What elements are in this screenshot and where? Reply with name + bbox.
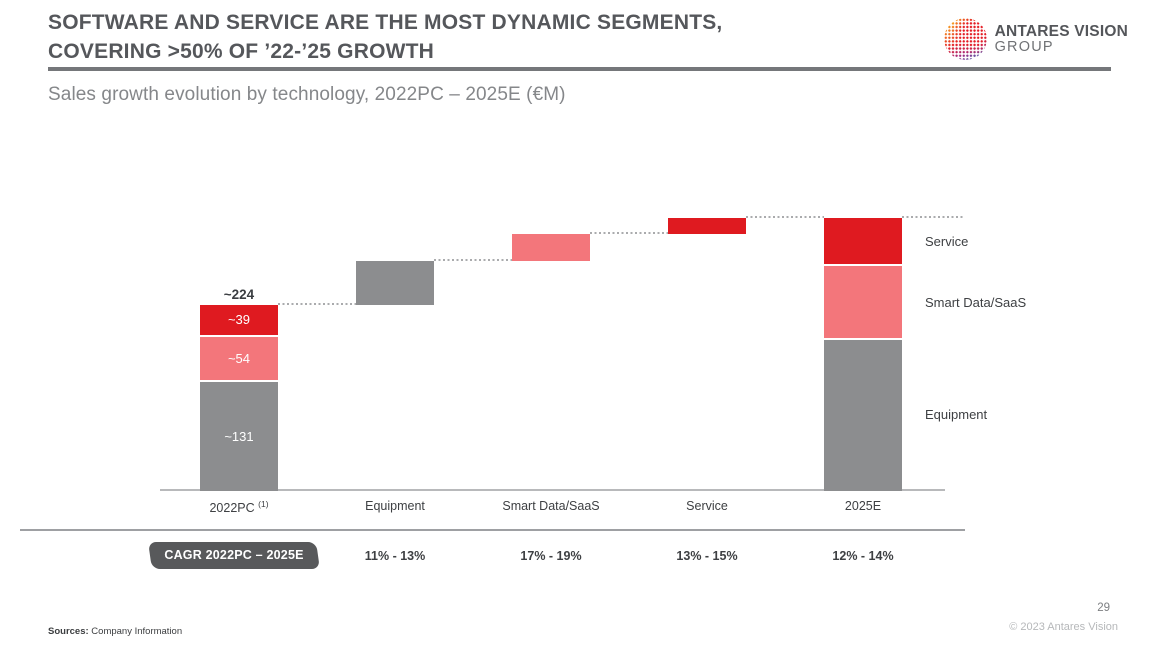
sources-value: Company Information	[88, 626, 183, 637]
cagr-value-equipment: 11% - 13%	[364, 549, 426, 563]
slide-title: SOFTWARE AND SERVICE ARE THE MOST DYNAMI…	[48, 8, 908, 66]
title-underline	[48, 67, 1111, 71]
logo-globe-icon	[943, 18, 987, 60]
bar-2022pc-segment-equipment: ~131	[200, 382, 278, 491]
x-label-service: Service	[686, 499, 728, 513]
footnote-marker: (1)	[258, 499, 269, 509]
connector-line	[278, 303, 356, 306]
bar-segment-value-label: ~54	[227, 350, 251, 366]
chart-subtitle: Sales growth evolution by technology, 20…	[48, 84, 566, 105]
bar-2022pc-segment-service: ~39	[200, 305, 278, 338]
logo-text: ANTARES VISION GROUP	[994, 22, 1128, 55]
connector-line	[434, 259, 512, 262]
cagr-value-service: 13% - 15%	[676, 549, 738, 563]
cagr-value-2025e: 12% - 14%	[832, 549, 894, 563]
bar-2025e-segment-equipment	[824, 339, 902, 491]
connector-line	[746, 215, 824, 218]
bar-delta-service	[668, 217, 746, 234]
bar-total-label: ~224	[223, 287, 255, 303]
bar-2025e-segment-service	[824, 217, 902, 267]
logo-brand-name: ANTARES VISION	[994, 22, 1128, 40]
x-label-equipment: Equipment	[365, 499, 425, 513]
x-label-2025e: 2025E	[844, 499, 882, 513]
sources-note: Sources: Company Information	[48, 626, 182, 637]
legend-label-equipment: Equipment	[925, 407, 988, 423]
x-axis-line	[160, 489, 945, 491]
cagr-value-smart-data-saas: 17% - 19%	[520, 549, 582, 563]
page-number: 29	[1097, 602, 1110, 614]
cagr-separator-line	[20, 529, 965, 531]
bar-2022pc-segment-smart-data-saas: ~54	[200, 337, 278, 383]
bar-delta-equipment	[356, 261, 434, 306]
bar-2025e-segment-smart-data-saas	[824, 266, 902, 340]
connector-line	[590, 231, 668, 234]
title-line-1: SOFTWARE AND SERVICE ARE THE MOST DYNAMI…	[48, 11, 723, 34]
copyright-note: © 2023 Antares Vision	[1009, 621, 1118, 633]
bar-segment-value-label: ~131	[224, 428, 254, 444]
logo-brand-suffix: GROUP	[994, 38, 1054, 55]
legend-label-service: Service	[925, 234, 969, 249]
cagr-badge-label: CAGR 2022PC – 2025E	[164, 548, 304, 562]
x-label-2022pc: 2022PC (1)	[209, 499, 269, 516]
bar-segment-value-label: ~39	[227, 312, 251, 328]
antares-vision-logo: ANTARES VISION GROUP	[943, 18, 1128, 60]
title-line-2: COVERING >50% OF ’22-’25 GROWTH	[48, 40, 435, 63]
connector-line	[902, 215, 963, 218]
cagr-badge: CAGR 2022PC – 2025E	[148, 542, 320, 569]
x-label-smart-data-saas: Smart Data/SaaS	[502, 499, 600, 513]
legend-label-smart-data-saas: Smart Data/SaaS	[925, 295, 1027, 310]
sources-label: Sources:	[48, 626, 89, 637]
bar-delta-smart-data-saas	[512, 233, 590, 262]
